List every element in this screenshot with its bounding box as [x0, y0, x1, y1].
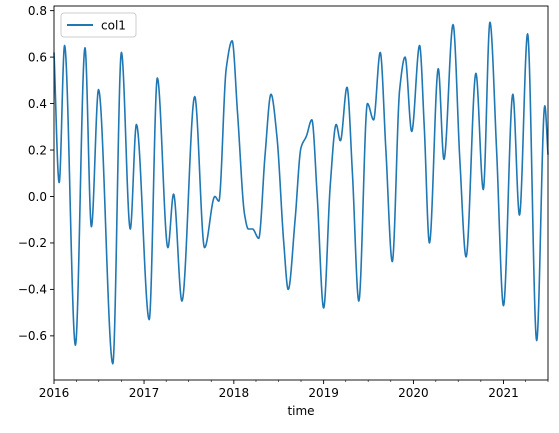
- y-tick-label: −0.6: [18, 329, 47, 343]
- x-tick-label: 2018: [219, 386, 250, 400]
- legend-box: [60, 12, 137, 38]
- y-axis: −0.6 −0.4 −0.2 0.0 0.2 0.4 0.6 0.8: [18, 4, 54, 343]
- x-tick-label: 2020: [398, 386, 429, 400]
- x-axis-label: time: [287, 404, 314, 418]
- legend-label-col1: col1: [101, 19, 126, 33]
- x-tick-label: 2019: [308, 386, 339, 400]
- legend: col1: [60, 12, 137, 38]
- y-tick-label: −0.4: [18, 283, 47, 297]
- y-tick-label: 0.6: [28, 50, 47, 64]
- x-tick-label: 2017: [129, 386, 160, 400]
- y-tick-label: 0.8: [28, 4, 47, 18]
- x-tick-label: 2021: [488, 386, 519, 400]
- y-tick-label: −0.2: [18, 236, 47, 250]
- x-axis: 2016 2017 2018 2019 2020 2021: [39, 380, 549, 400]
- x-tick-label: 2016: [39, 386, 70, 400]
- y-tick-label: 0.0: [28, 190, 47, 204]
- series-line-col1: [53, 21, 549, 365]
- y-tick-label: 0.2: [28, 143, 47, 157]
- plot-area: [53, 5, 549, 381]
- y-tick-label: 0.4: [28, 97, 47, 111]
